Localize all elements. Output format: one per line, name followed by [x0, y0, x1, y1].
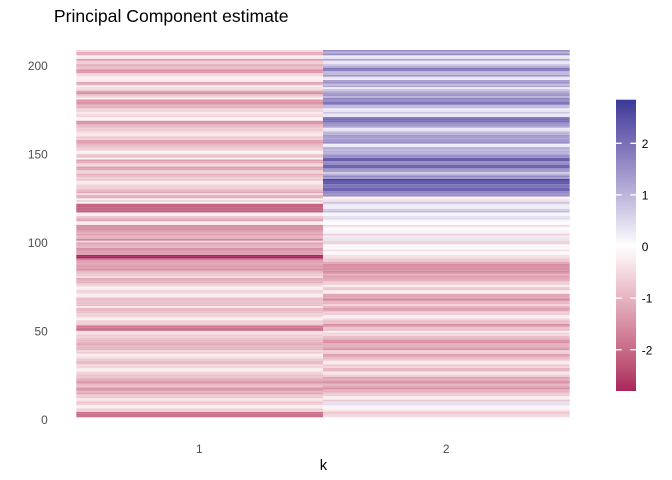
svg-text:Principal Component estimate: Principal Component estimate	[54, 6, 289, 26]
svg-text:150: 150	[28, 147, 48, 161]
svg-text:2: 2	[443, 442, 450, 456]
svg-text:-1: -1	[642, 292, 653, 306]
svg-text:1: 1	[196, 442, 203, 456]
svg-text:100: 100	[28, 236, 48, 250]
svg-text:200: 200	[28, 59, 48, 73]
svg-text:0: 0	[642, 240, 649, 254]
svg-text:50: 50	[34, 324, 48, 338]
svg-text:2: 2	[642, 137, 649, 151]
svg-text:0: 0	[41, 413, 48, 427]
svg-text:-2: -2	[642, 343, 653, 357]
svg-text:k: k	[320, 458, 328, 474]
svg-text:1: 1	[642, 188, 649, 202]
